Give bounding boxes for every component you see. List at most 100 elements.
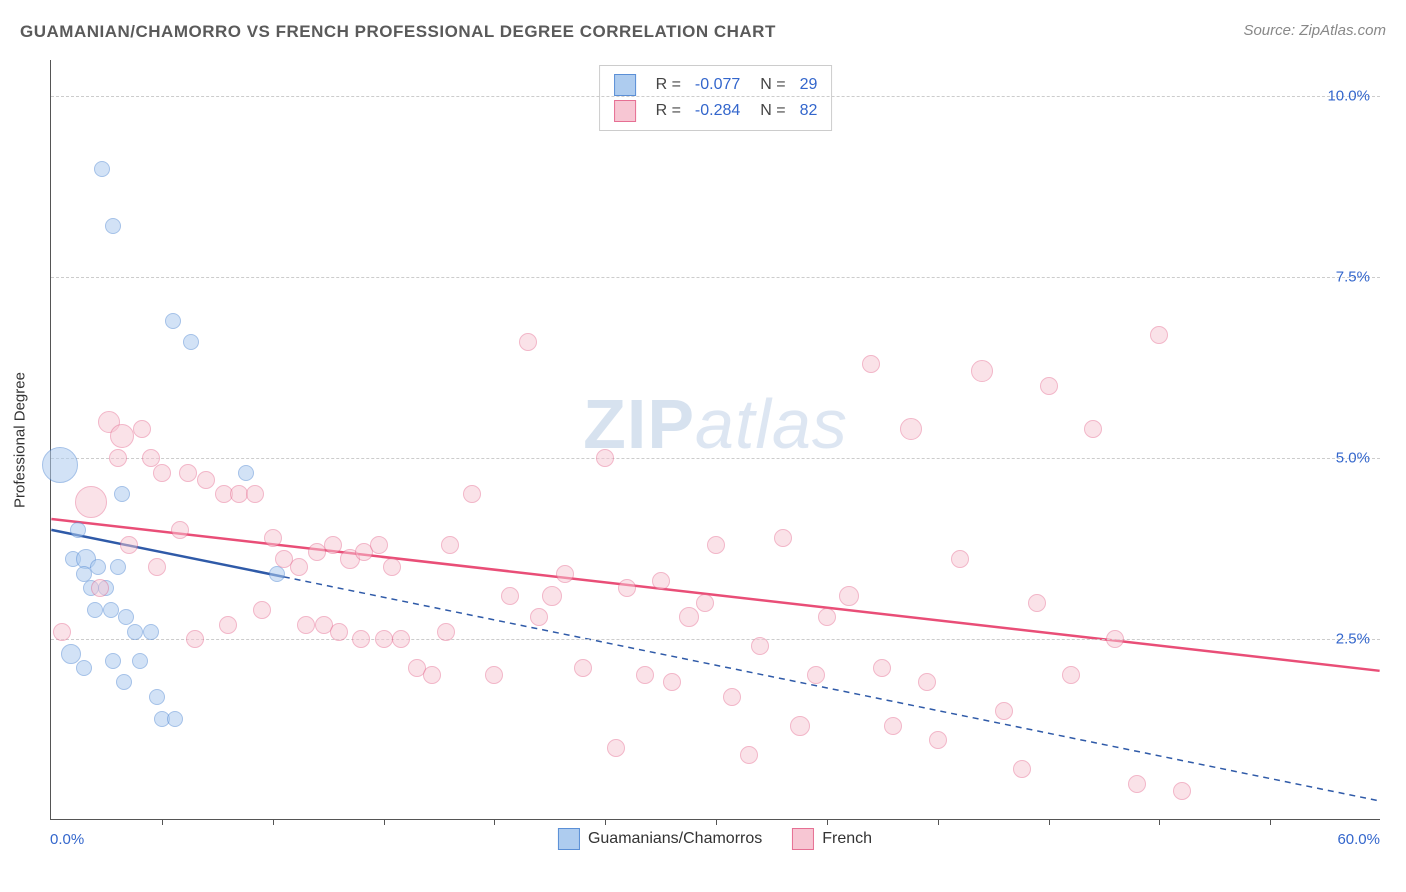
legend-swatch-icon <box>558 828 580 850</box>
data-point <box>900 418 922 440</box>
data-point <box>238 465 254 481</box>
legend-swatch-icon <box>614 100 636 122</box>
data-point <box>884 717 902 735</box>
x-tick <box>1270 819 1271 825</box>
gridline <box>51 639 1380 640</box>
legend-n-label: N = <box>760 76 785 94</box>
y-tick-label: 2.5% <box>1336 631 1370 648</box>
data-point <box>1013 760 1031 778</box>
data-point <box>1028 594 1046 612</box>
x-axis-max-label: 60.0% <box>1337 831 1380 848</box>
data-point <box>110 424 134 448</box>
gridline <box>51 96 1380 97</box>
data-point <box>723 688 741 706</box>
legend-swatch-icon <box>792 828 814 850</box>
data-point <box>264 529 282 547</box>
gridline <box>51 277 1380 278</box>
data-point <box>663 673 681 691</box>
watermark: ZIPatlas <box>583 384 848 464</box>
legend-r-value: -0.077 <box>695 76 740 94</box>
data-point <box>437 623 455 641</box>
legend-top: R =-0.077N =29R =-0.284N =82 <box>599 65 833 131</box>
data-point <box>807 666 825 684</box>
data-point <box>1173 782 1191 800</box>
data-point <box>1062 666 1080 684</box>
data-point <box>148 558 166 576</box>
legend-top-row: R = -0.077 N = 29 <box>614 72 818 98</box>
data-point <box>70 522 86 538</box>
data-point <box>197 471 215 489</box>
data-point <box>186 630 204 648</box>
data-point <box>519 333 537 351</box>
data-point <box>818 608 836 626</box>
data-point <box>183 334 199 350</box>
data-point <box>290 558 308 576</box>
data-point <box>1106 630 1124 648</box>
data-point <box>116 674 132 690</box>
data-point <box>171 521 189 539</box>
data-point <box>105 653 121 669</box>
data-point <box>839 586 859 606</box>
legend-r-value: -0.284 <box>695 102 740 120</box>
data-point <box>774 529 792 547</box>
legend-series-label: Guamanians/Chamorros <box>588 830 762 848</box>
legend-bottom-item: French <box>792 828 872 850</box>
data-point <box>790 716 810 736</box>
x-tick <box>1049 819 1050 825</box>
gridline <box>51 458 1380 459</box>
chart-title: GUAMANIAN/CHAMORRO VS FRENCH PROFESSIONA… <box>20 22 776 42</box>
data-point <box>392 630 410 648</box>
data-point <box>61 644 81 664</box>
data-point <box>862 355 880 373</box>
y-tick-label: 5.0% <box>1336 450 1370 467</box>
data-point <box>679 607 699 627</box>
data-point <box>618 579 636 597</box>
data-point <box>995 702 1013 720</box>
data-point <box>918 673 936 691</box>
data-point <box>133 420 151 438</box>
data-point <box>127 624 143 640</box>
data-point <box>501 587 519 605</box>
data-point <box>951 550 969 568</box>
data-point <box>596 449 614 467</box>
chart-header: GUAMANIAN/CHAMORRO VS FRENCH PROFESSIONA… <box>20 22 1386 52</box>
data-point <box>352 630 370 648</box>
data-point <box>246 485 264 503</box>
x-tick <box>938 819 939 825</box>
data-point <box>696 594 714 612</box>
x-tick <box>605 819 606 825</box>
data-point <box>179 464 197 482</box>
data-point <box>75 486 107 518</box>
legend-r-label: R = <box>656 102 681 120</box>
data-point <box>143 624 159 640</box>
data-point <box>253 601 271 619</box>
data-point <box>330 623 348 641</box>
legend-n-value: 29 <box>800 76 818 94</box>
data-point <box>463 485 481 503</box>
plot-wrap: Professional Degree ZIPatlas R =-0.077N … <box>50 60 1380 820</box>
data-point <box>1040 377 1058 395</box>
x-tick <box>384 819 385 825</box>
data-point <box>76 660 92 676</box>
legend-top-row: R =-0.284N =82 <box>614 98 818 124</box>
data-point <box>114 486 130 502</box>
x-tick <box>1159 819 1160 825</box>
legend-r-label: R = <box>656 76 681 94</box>
data-point <box>87 602 103 618</box>
data-point <box>370 536 388 554</box>
data-point <box>929 731 947 749</box>
data-point <box>120 536 138 554</box>
data-point <box>1128 775 1146 793</box>
data-point <box>652 572 670 590</box>
watermark-atlas: atlas <box>695 385 848 463</box>
data-point <box>530 608 548 626</box>
data-point <box>165 313 181 329</box>
data-point <box>42 447 78 483</box>
data-point <box>219 616 237 634</box>
data-point <box>556 565 574 583</box>
data-point <box>324 536 342 554</box>
x-tick <box>494 819 495 825</box>
data-point <box>153 464 171 482</box>
legend-series-label: French <box>822 830 872 848</box>
chart-svg <box>51 60 1380 819</box>
